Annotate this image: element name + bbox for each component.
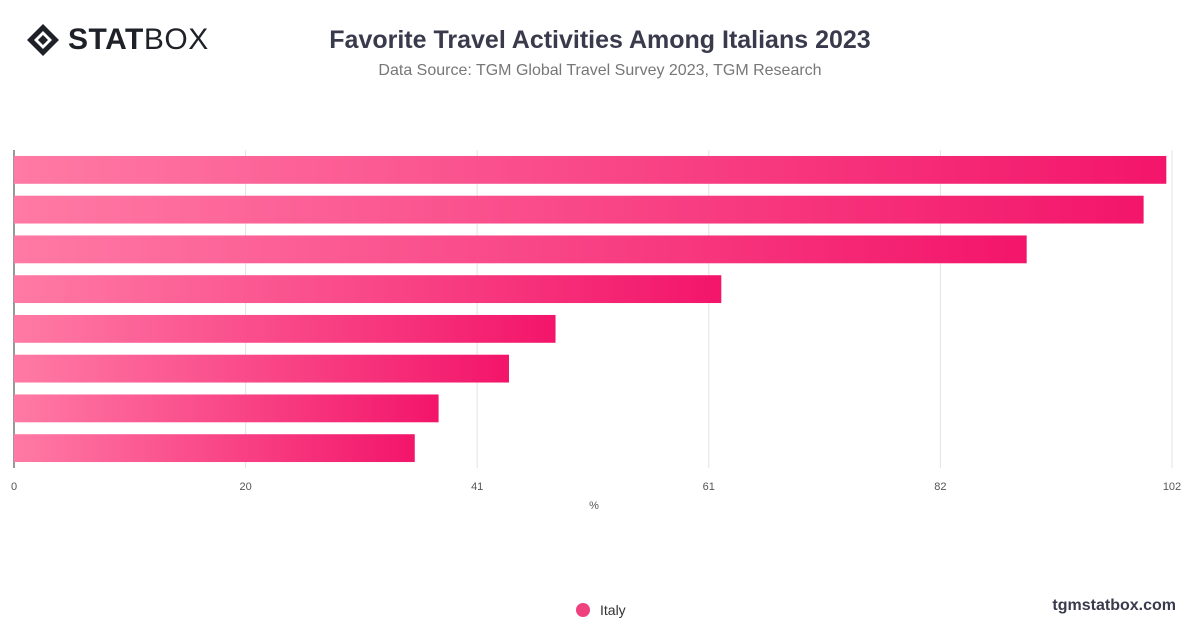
watermark: tgmstatbox.com [1052,597,1176,614]
bar-2[interactable] [14,195,1144,224]
bar-4[interactable] [14,275,722,304]
legend[interactable]: Italy [576,602,626,618]
bar-6[interactable] [14,354,509,383]
bar-5[interactable] [14,314,556,343]
legend-dot-icon [576,603,590,617]
x-axis-label: % [589,500,599,512]
x-tick-label: 61 [703,481,715,493]
bar-1[interactable] [14,155,1167,184]
x-tick-label: 41 [471,481,483,493]
bar-3[interactable] [14,235,1027,264]
logo-text-bold: STAT [68,23,144,56]
chart-title: Favorite Travel Activities Among Italian… [329,26,871,54]
logo-wordmark: STATBOX [68,25,209,55]
x-tick-label: 102 [1163,481,1181,493]
legend-label-italy: Italy [600,602,626,618]
bar-7[interactable] [14,394,439,423]
x-tick-label: 82 [934,481,946,493]
x-tick-label: 0 [11,481,17,493]
statbox-logo: STATBOX [26,22,209,58]
logo-text-light: BOX [143,23,209,56]
x-tick-label: 20 [239,481,251,493]
diamond-logo-icon [27,24,59,56]
chart-subtitle: Data Source: TGM Global Travel Survey 20… [378,62,822,79]
bar-8[interactable] [14,434,415,463]
